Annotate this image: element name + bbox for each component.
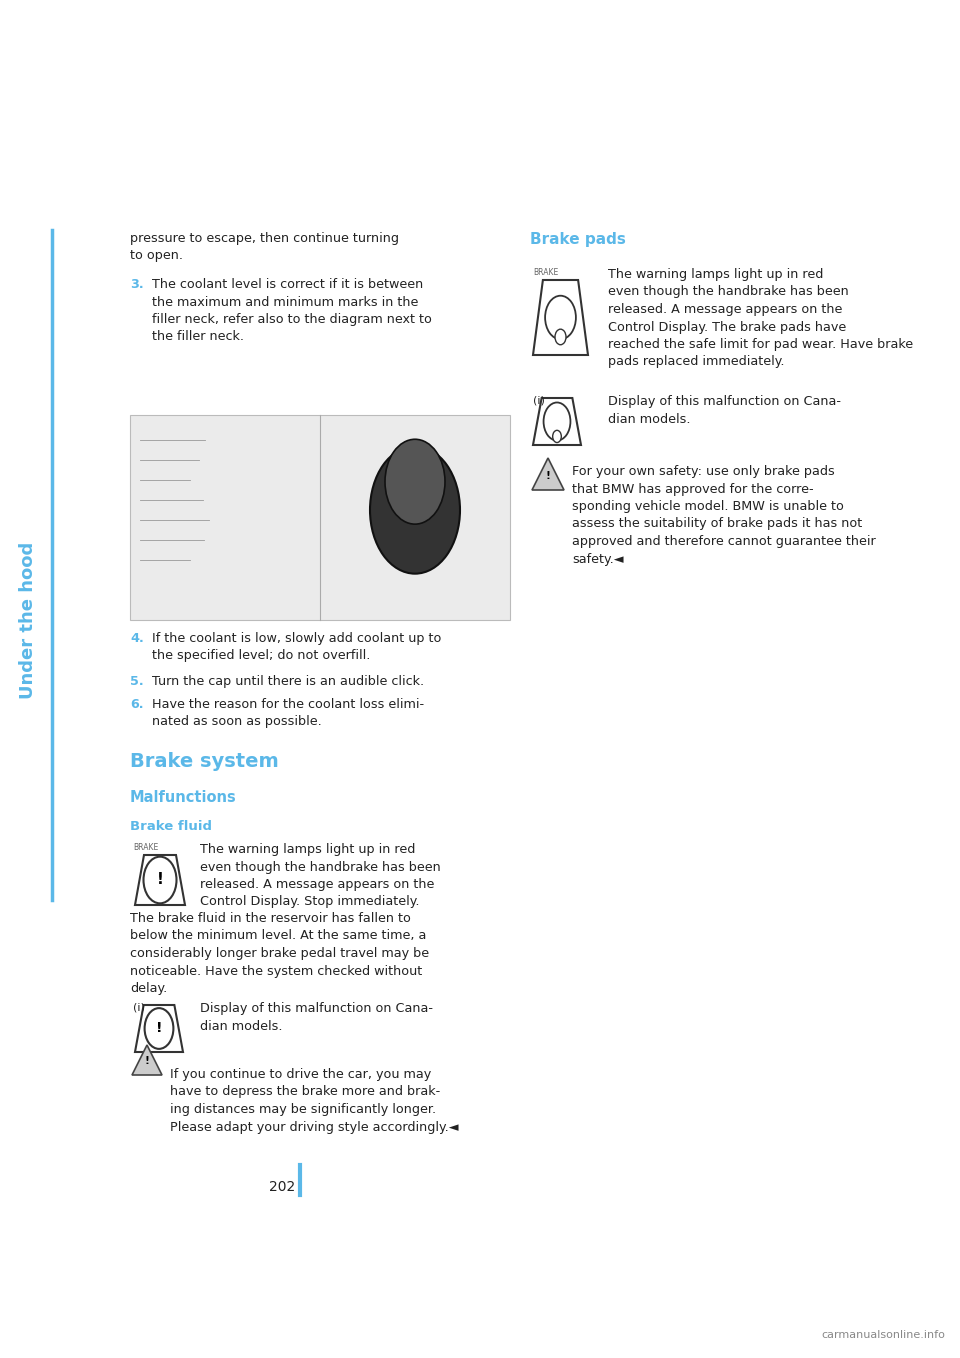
Text: 202: 202 xyxy=(269,1180,295,1194)
Polygon shape xyxy=(533,398,581,445)
Circle shape xyxy=(145,1008,174,1048)
Text: !: ! xyxy=(156,872,163,888)
Text: BRAKE: BRAKE xyxy=(533,268,559,277)
Text: Malfunctions: Malfunctions xyxy=(130,790,237,805)
Circle shape xyxy=(545,296,576,340)
Circle shape xyxy=(385,439,445,524)
Text: carmanualsonline.info: carmanualsonline.info xyxy=(821,1329,945,1340)
Text: The warning lamps light up in red
even though the handbrake has been
released. A: The warning lamps light up in red even t… xyxy=(200,843,441,909)
Polygon shape xyxy=(135,1005,183,1052)
Text: Turn the cap until there is an audible click.: Turn the cap until there is an audible c… xyxy=(152,675,424,689)
Circle shape xyxy=(543,402,570,440)
Text: Display of this malfunction on Cana-
dian models.: Display of this malfunction on Cana- dia… xyxy=(200,1002,433,1032)
Text: !: ! xyxy=(145,1057,150,1066)
Text: If you continue to drive the car, you may
have to depress the brake more and bra: If you continue to drive the car, you ma… xyxy=(170,1067,459,1134)
Polygon shape xyxy=(532,458,564,490)
Polygon shape xyxy=(135,856,185,904)
Text: 3.: 3. xyxy=(130,278,144,291)
Polygon shape xyxy=(132,1046,162,1076)
FancyBboxPatch shape xyxy=(130,416,510,621)
Text: 4.: 4. xyxy=(130,631,144,645)
Circle shape xyxy=(143,857,177,903)
Text: !: ! xyxy=(545,471,550,481)
Circle shape xyxy=(370,447,460,573)
Text: pressure to escape, then continue turning
to open.: pressure to escape, then continue turnin… xyxy=(130,232,399,262)
Text: 6.: 6. xyxy=(130,698,143,712)
Text: Brake system: Brake system xyxy=(130,752,278,771)
Polygon shape xyxy=(533,280,588,354)
Text: Under the hood: Under the hood xyxy=(19,542,37,698)
Text: 5.: 5. xyxy=(130,675,144,689)
Text: The warning lamps light up in red
even though the handbrake has been
released. A: The warning lamps light up in red even t… xyxy=(608,268,913,368)
Text: BRAKE: BRAKE xyxy=(133,843,158,851)
Text: Brake pads: Brake pads xyxy=(530,232,626,247)
Text: Have the reason for the coolant loss elimi-
nated as soon as possible.: Have the reason for the coolant loss eli… xyxy=(152,698,424,728)
Text: (i): (i) xyxy=(533,395,545,405)
Text: !: ! xyxy=(156,1021,162,1036)
Circle shape xyxy=(555,329,566,345)
Text: (i): (i) xyxy=(133,1002,145,1012)
Text: If the coolant is low, slowly add coolant up to
the specified level; do not over: If the coolant is low, slowly add coolan… xyxy=(152,631,442,663)
Text: Brake fluid: Brake fluid xyxy=(130,820,212,832)
Text: Display of this malfunction on Cana-
dian models.: Display of this malfunction on Cana- dia… xyxy=(608,395,841,425)
Text: For your own safety: use only brake pads
that BMW has approved for the corre-
sp: For your own safety: use only brake pads… xyxy=(572,464,876,565)
Text: The brake fluid in the reservoir has fallen to
below the minimum level. At the s: The brake fluid in the reservoir has fal… xyxy=(130,913,429,995)
Text: The coolant level is correct if it is between
the maximum and minimum marks in t: The coolant level is correct if it is be… xyxy=(152,278,432,344)
Circle shape xyxy=(553,430,562,443)
